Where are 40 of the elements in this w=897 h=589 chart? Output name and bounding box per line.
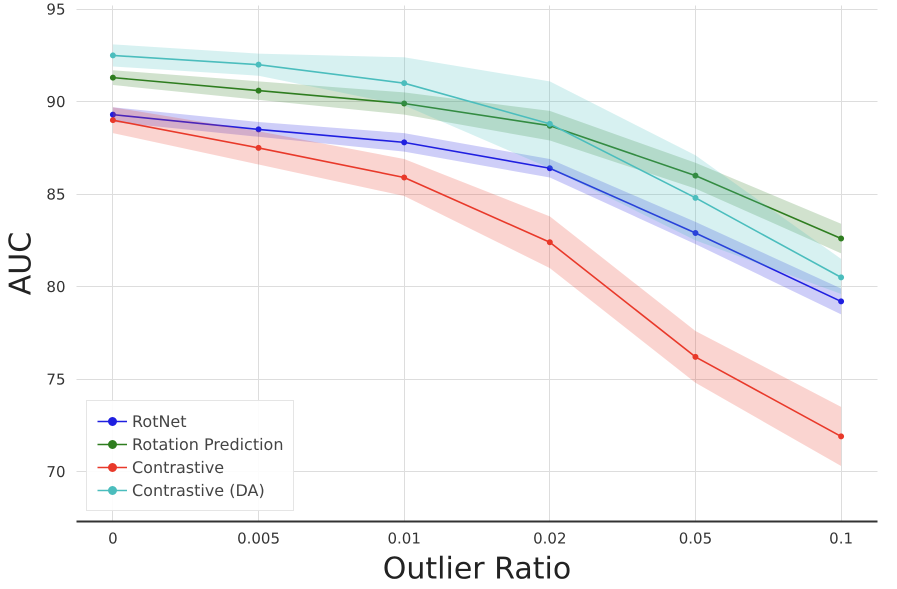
point	[692, 230, 698, 236]
point	[546, 239, 553, 246]
point	[256, 144, 262, 151]
legend-label: Contrastive (DA)	[132, 480, 265, 500]
point	[546, 165, 553, 172]
point	[401, 174, 408, 180]
point	[692, 172, 698, 179]
x-tick-label: 0.1	[829, 530, 854, 548]
x-axis-title: Outlier Ratio	[382, 552, 572, 586]
legend-label: Contrastive	[132, 458, 224, 476]
point	[256, 88, 262, 94]
x-tick-label: 0.05	[678, 530, 712, 548]
y-axis-title: AUC	[3, 232, 38, 296]
point	[401, 100, 408, 107]
y-tick-label: 75	[46, 370, 66, 389]
point	[256, 126, 262, 132]
legend-label: RotNet	[132, 412, 187, 430]
point	[838, 274, 844, 280]
legend-label: Rotation Prediction	[132, 434, 284, 454]
y-tick-label: 95	[46, 0, 66, 19]
point	[838, 433, 844, 440]
y-tick-label: 90	[46, 93, 66, 112]
point	[110, 117, 116, 124]
point	[692, 194, 698, 201]
x-tick-label: 0	[108, 530, 118, 548]
point	[110, 112, 116, 118]
x-tick-label: 0.02	[533, 530, 567, 548]
point	[401, 80, 408, 86]
y-tick-label: 85	[46, 186, 66, 204]
point	[110, 74, 116, 81]
x-tick-label: 0.01	[387, 530, 421, 548]
point	[110, 52, 116, 58]
point	[256, 62, 262, 68]
point	[401, 139, 408, 146]
y-tick-label: 70	[46, 463, 66, 482]
point	[838, 236, 844, 242]
point	[692, 354, 698, 360]
y-tick-label: 80	[46, 278, 66, 296]
x-tick-label: 0.005	[237, 530, 280, 548]
point	[838, 298, 844, 304]
